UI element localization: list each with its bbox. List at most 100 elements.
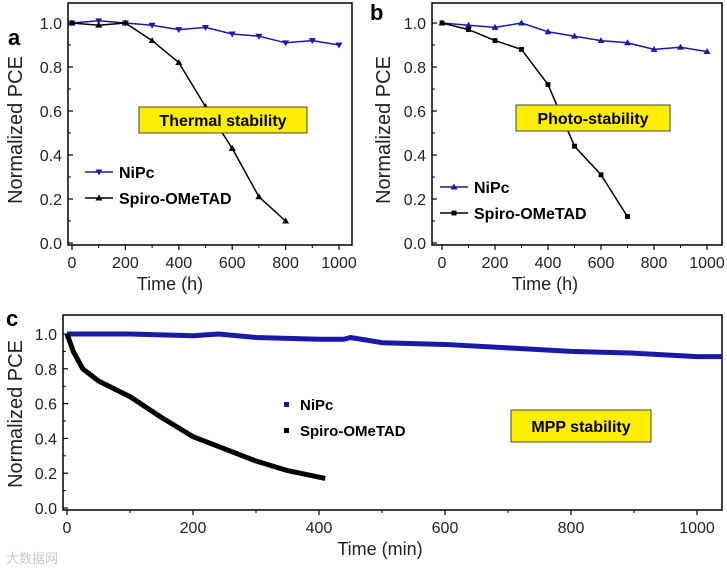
data-point bbox=[95, 21, 103, 28]
y-tick-label: 0.4 bbox=[40, 148, 62, 165]
data-point bbox=[228, 144, 236, 151]
y-tick-label: 0.8 bbox=[35, 362, 57, 379]
data-point bbox=[519, 46, 524, 52]
data-point bbox=[677, 43, 684, 50]
data-point bbox=[466, 27, 471, 33]
data-point bbox=[598, 172, 604, 178]
x-tick-label: 200 bbox=[180, 520, 207, 537]
data-point bbox=[545, 82, 551, 88]
data-point bbox=[439, 20, 445, 26]
data-point bbox=[491, 23, 499, 30]
legend-label: Spiro-OMeTAD bbox=[119, 191, 232, 208]
x-axis-label: Time (min) bbox=[337, 539, 422, 559]
x-tick-label: 1000 bbox=[321, 255, 357, 272]
y-tick-label: 0.0 bbox=[35, 501, 57, 518]
x-tick-label: 200 bbox=[112, 255, 139, 272]
legend-label: Spiro-OMeTAD bbox=[474, 206, 587, 223]
series-nipc bbox=[438, 19, 711, 55]
annotation-box bbox=[138, 106, 308, 134]
x-tick-label: 600 bbox=[588, 255, 615, 272]
x-tick-label: 0 bbox=[63, 520, 72, 537]
panel-b: b 0.0 0.2 0.4 0.6 0.8 1.0 0 200 400 600 800 1000 Time… bbox=[370, 0, 725, 294]
legend-label: NiPc bbox=[119, 165, 155, 182]
plot-frame bbox=[431, 2, 723, 246]
data-point bbox=[228, 31, 236, 38]
plot-frame bbox=[67, 2, 353, 246]
data-point bbox=[571, 32, 578, 39]
legend-marker bbox=[451, 210, 457, 216]
annotation-title: Thermal stability bbox=[159, 113, 286, 130]
annotation-title: Photo-stability bbox=[537, 111, 648, 128]
data-point bbox=[121, 19, 129, 26]
y-tick-label: 1.0 bbox=[40, 16, 62, 33]
series-line bbox=[441, 22, 629, 218]
data-point bbox=[335, 42, 343, 49]
y-tick-label: 0.2 bbox=[40, 192, 62, 209]
data-point bbox=[255, 193, 263, 200]
x-tick-label: 400 bbox=[306, 520, 333, 537]
y-tick-label: 0.8 bbox=[404, 60, 426, 77]
panel-label: c bbox=[6, 306, 18, 331]
panel-c: c 0.0 0.2 0.4 0.6 0.8 1.0 0 200 400 600 800 1000 Time… bbox=[5, 306, 723, 559]
x-tick-label: 800 bbox=[641, 255, 668, 272]
x-tick-label: 600 bbox=[219, 255, 246, 272]
data-point bbox=[597, 37, 605, 44]
x-tick-label: 800 bbox=[558, 520, 585, 537]
legend-marker bbox=[95, 169, 103, 176]
x-tick-label: 1000 bbox=[679, 520, 715, 537]
data-point bbox=[95, 18, 103, 25]
data-point bbox=[308, 38, 316, 45]
y-tick-label: 0.6 bbox=[35, 397, 57, 414]
data-point bbox=[68, 19, 76, 26]
x-tick-label: 0 bbox=[68, 255, 77, 272]
data-point bbox=[202, 24, 209, 31]
series-spiro-ometad bbox=[68, 19, 290, 224]
data-point bbox=[624, 39, 631, 46]
series-line bbox=[64, 333, 326, 481]
series-line bbox=[67, 331, 723, 360]
annotation-box bbox=[510, 409, 652, 443]
x-tick-label: 600 bbox=[432, 520, 459, 537]
panel-label: b bbox=[370, 0, 383, 25]
y-tick-label: 0.8 bbox=[40, 60, 62, 77]
legend-label: NiPc bbox=[474, 180, 510, 197]
data-point bbox=[148, 37, 156, 44]
legend-marker bbox=[284, 428, 289, 433]
y-axis-label: Normalized PCE bbox=[5, 340, 27, 488]
data-point bbox=[492, 38, 498, 44]
x-tick-label: 0 bbox=[438, 255, 447, 272]
data-point bbox=[625, 214, 630, 220]
y-tick-label: 0.2 bbox=[35, 466, 57, 483]
y-tick-label: 0.6 bbox=[404, 104, 426, 121]
data-point bbox=[175, 59, 183, 66]
data-point bbox=[518, 19, 525, 26]
y-tick-label: 0.4 bbox=[404, 148, 426, 165]
data-point bbox=[255, 33, 263, 40]
legend-label: Spiro-OMeTAD bbox=[300, 423, 406, 440]
y-tick-label: 0.4 bbox=[35, 431, 57, 448]
data-point bbox=[465, 21, 472, 28]
x-tick-label: 1000 bbox=[689, 255, 725, 272]
x-axis-label: Time (h) bbox=[512, 274, 578, 294]
data-point bbox=[572, 143, 577, 149]
x-tick-label: 800 bbox=[272, 255, 299, 272]
data-point bbox=[703, 48, 711, 55]
annotation-box bbox=[515, 104, 671, 132]
x-tick-label: 400 bbox=[165, 255, 192, 272]
y-tick-label: 1.0 bbox=[35, 327, 57, 344]
panel-a: a 0.0 0.2 0.4 0.6 0.8 1.0 0 200 400 600 800 1000 Time… bbox=[5, 2, 357, 294]
y-tick-label: 0.0 bbox=[40, 236, 62, 253]
series-nipc bbox=[67, 331, 723, 360]
data-point bbox=[282, 40, 290, 47]
series-spiro-ometad bbox=[439, 20, 630, 220]
annotation-title: MPP stability bbox=[531, 419, 630, 436]
data-point bbox=[175, 27, 183, 34]
legend-marker bbox=[95, 194, 103, 201]
y-tick-label: 0.2 bbox=[404, 192, 426, 209]
x-axis-label: Time (h) bbox=[137, 274, 203, 294]
x-tick-label: 200 bbox=[482, 255, 509, 272]
series-spiro-ometad bbox=[64, 333, 326, 481]
x-tick-label: 400 bbox=[535, 255, 562, 272]
